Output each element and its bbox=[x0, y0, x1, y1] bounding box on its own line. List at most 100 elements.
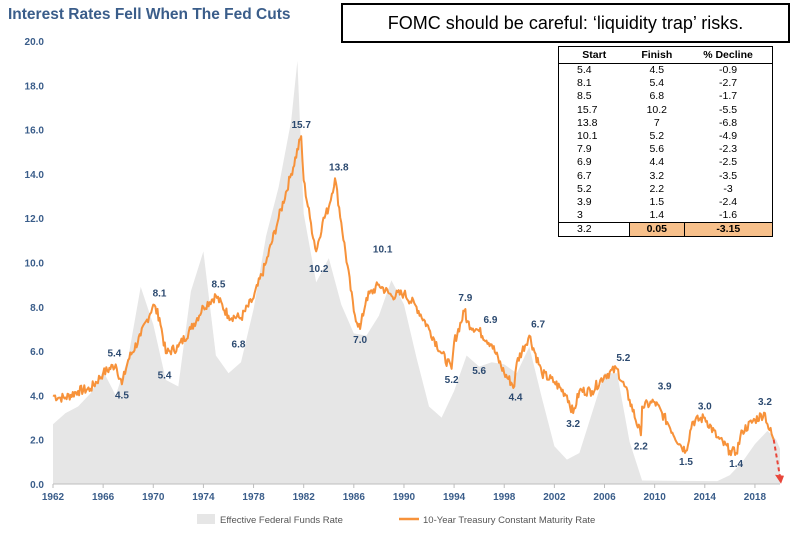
x-tick-label: 1990 bbox=[393, 492, 416, 503]
x-tick-label: 2014 bbox=[694, 492, 717, 503]
table-row: 15.7 10.2 -5.5 bbox=[559, 104, 773, 117]
projection-arrow-head bbox=[775, 474, 784, 484]
value-annotation: 6.8 bbox=[232, 339, 246, 350]
decline-table: Start Finish % Decline 5.4 4.5 -0.9 8.1 5.4-… bbox=[558, 46, 774, 238]
table-row: 5.2 2.2 -3 bbox=[559, 183, 773, 196]
cell-decline: -3.15 bbox=[683, 222, 774, 238]
cell-decline: -1.6 bbox=[718, 209, 738, 222]
cell-finish: 3.2 bbox=[649, 169, 665, 182]
cell-finish: 1.5 bbox=[649, 195, 665, 208]
value-annotation: 7.0 bbox=[353, 335, 367, 346]
value-annotation: 5.4 bbox=[107, 348, 121, 359]
table-row: 10.1 5.2 -4.9 bbox=[559, 130, 773, 143]
value-annotation: 1.5 bbox=[679, 457, 693, 468]
table-row: 8.5 6.8 -1.7 bbox=[559, 90, 773, 103]
table-row: 3.2 0.05 -3.15 bbox=[558, 222, 774, 238]
cell-start: 8.1 bbox=[577, 77, 592, 90]
projection-arrow-line bbox=[772, 439, 781, 477]
cell-finish: 4.4 bbox=[649, 156, 665, 169]
value-annotation: 5.4 bbox=[158, 370, 172, 381]
x-tick-label: 1994 bbox=[443, 492, 466, 503]
value-annotation: 6.9 bbox=[484, 315, 498, 326]
value-annotation: 10.1 bbox=[373, 244, 393, 255]
cell-finish: 1.4 bbox=[649, 209, 665, 222]
cell-start: 3.9 bbox=[577, 195, 592, 208]
y-tick-label: 8.0 bbox=[30, 303, 44, 314]
x-tick-label: 2002 bbox=[543, 492, 566, 503]
x-tick-label: 1982 bbox=[293, 492, 316, 503]
y-tick-label: 0.0 bbox=[30, 480, 44, 491]
y-tick-label: 10.0 bbox=[25, 259, 45, 270]
y-tick-label: 20.0 bbox=[25, 37, 45, 48]
cell-start: 7.9 bbox=[577, 143, 592, 156]
x-tick-label: 1962 bbox=[42, 492, 65, 503]
value-annotation: 13.8 bbox=[329, 162, 349, 173]
value-annotation: 15.7 bbox=[291, 120, 311, 131]
value-annotation: 5.2 bbox=[616, 353, 630, 364]
value-annotation: 3.2 bbox=[758, 397, 772, 408]
value-annotation: 3.9 bbox=[658, 382, 672, 393]
cell-start: 5.2 bbox=[577, 182, 592, 195]
cell-decline: -2.4 bbox=[718, 195, 738, 208]
chart-title: Interest Rates Fell When The Fed Cuts bbox=[8, 6, 291, 23]
x-tick-label: 1974 bbox=[192, 492, 215, 503]
col-header-decline: % Decline bbox=[684, 46, 773, 64]
y-tick-label: 18.0 bbox=[25, 81, 45, 92]
y-tick-label: 14.0 bbox=[25, 170, 45, 181]
x-tick-label: 1966 bbox=[92, 492, 115, 503]
x-tick-label: 1986 bbox=[343, 492, 366, 503]
cell-start: 8.5 bbox=[577, 90, 592, 103]
value-annotation: 10.2 bbox=[309, 264, 329, 275]
col-header-finish: Finish bbox=[629, 46, 685, 64]
value-annotation: 5.6 bbox=[472, 366, 486, 377]
value-annotation: 2.2 bbox=[634, 441, 648, 452]
table-row: 6.9 4.4 -2.5 bbox=[559, 156, 773, 169]
cell-start: 10.1 bbox=[577, 130, 598, 143]
cell-finish: 2.2 bbox=[649, 182, 665, 195]
y-tick-label: 2.0 bbox=[30, 436, 44, 447]
y-tick-label: 6.0 bbox=[30, 347, 44, 358]
table-row: 3 1.4 -1.6 bbox=[559, 209, 773, 223]
cell-finish: 6.8 bbox=[649, 90, 665, 103]
fed-funds-area bbox=[53, 60, 780, 485]
cell-start: 5.4 bbox=[577, 64, 592, 77]
legend-label-treasury: 10-Year Treasury Constant Maturity Rate bbox=[423, 515, 595, 526]
cell-start: 15.7 bbox=[577, 103, 598, 116]
cell-start: 6.9 bbox=[577, 156, 592, 169]
value-annotation: 8.5 bbox=[212, 280, 226, 291]
cell-start: 13.8 bbox=[577, 116, 598, 129]
table-row: 13.8 7 -6.8 bbox=[559, 117, 773, 130]
cell-decline: -1.7 bbox=[718, 90, 738, 103]
cell-finish: 7 bbox=[653, 116, 660, 129]
cell-start: 3 bbox=[577, 209, 583, 222]
table-row: 8.1 5.4 -2.7 bbox=[559, 77, 773, 90]
cell-finish: 5.6 bbox=[649, 143, 665, 156]
cell-decline: -0.9 bbox=[718, 64, 738, 77]
x-tick-label: 2010 bbox=[644, 492, 667, 503]
value-annotation: 4.5 bbox=[115, 390, 129, 401]
treasury-line bbox=[52, 135, 775, 457]
cell-decline: -2.5 bbox=[718, 156, 738, 169]
value-annotation: 7.9 bbox=[458, 293, 472, 304]
y-tick-label: 16.0 bbox=[25, 126, 45, 137]
cell-decline: -2.3 bbox=[718, 143, 738, 156]
value-annotation: 1.4 bbox=[729, 459, 743, 470]
cell-start: 3.2 bbox=[558, 222, 630, 237]
x-tick-label: 1998 bbox=[493, 492, 516, 503]
value-annotation: 3.0 bbox=[698, 402, 712, 413]
value-annotation: 6.7 bbox=[531, 320, 545, 331]
cell-decline: -4.9 bbox=[718, 130, 738, 143]
x-tick-label: 2018 bbox=[744, 492, 767, 503]
cell-finish: 0.05 bbox=[629, 222, 685, 238]
value-annotation: 8.1 bbox=[153, 289, 167, 300]
table-row: 3.9 1.5 -2.4 bbox=[559, 196, 773, 209]
value-annotation: 5.2 bbox=[445, 375, 459, 386]
legend-label-fed-funds: Effective Federal Funds Rate bbox=[220, 515, 343, 526]
y-tick-label: 12.0 bbox=[25, 214, 45, 225]
x-tick-label: 2006 bbox=[593, 492, 616, 503]
cell-decline: -5.5 bbox=[718, 103, 738, 116]
cell-start: 6.7 bbox=[577, 169, 592, 182]
x-tick-label: 1978 bbox=[242, 492, 265, 503]
table-row: 6.7 3.2 -3.5 bbox=[559, 170, 773, 183]
